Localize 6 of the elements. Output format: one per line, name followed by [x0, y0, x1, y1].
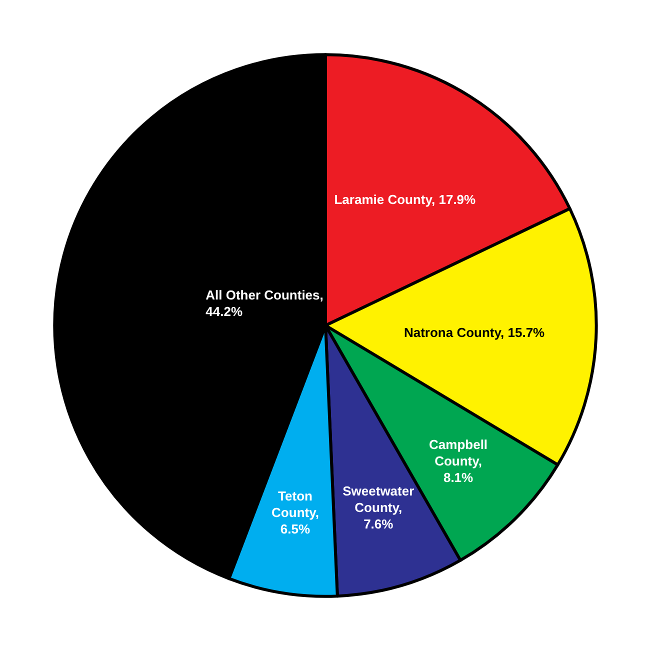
slice-label: Campbell County, 8.1% [429, 436, 488, 485]
slice-label: Natrona County, 15.7% [404, 325, 546, 340]
slice-label: Laramie County, 17.9% [334, 192, 476, 207]
slice-label: All Other Counties, 44.2% [206, 288, 324, 320]
slice-label: Sweetwater County, 7.6% [342, 484, 414, 532]
slice-label: Teton County, 6.5% [272, 488, 319, 537]
